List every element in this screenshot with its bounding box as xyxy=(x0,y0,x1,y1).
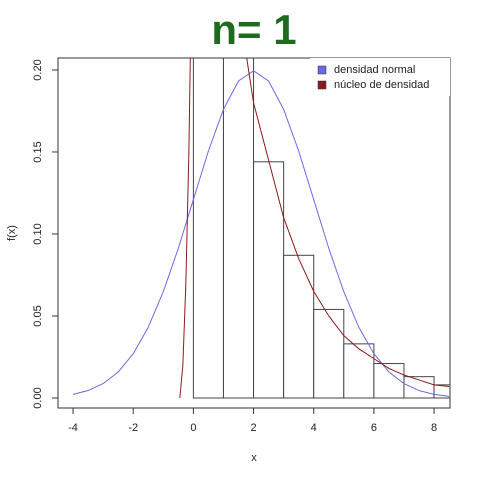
histogram-bar xyxy=(222,58,255,399)
legend-box xyxy=(310,58,450,96)
legend-label: núcleo de densidad xyxy=(334,79,429,91)
density-line xyxy=(179,58,450,399)
y-axis-label: f(x) xyxy=(6,225,18,241)
y-tick-label: 0.10 xyxy=(32,223,44,244)
y-tick-label: 0.20 xyxy=(32,59,44,80)
x-tick-label: 6 xyxy=(371,422,377,434)
x-tick-label: 4 xyxy=(311,422,317,434)
x-tick-label: 0 xyxy=(190,422,196,434)
y-tick-label: 0.00 xyxy=(32,387,44,408)
y-tick-label: 0.05 xyxy=(32,305,44,326)
legend-key xyxy=(317,80,327,90)
histogram-bar xyxy=(192,58,224,399)
chart-title: n= 1 xyxy=(211,6,296,53)
histogram-bar xyxy=(283,254,315,399)
x-tick-label: -4 xyxy=(68,422,78,434)
x-tick-label: 2 xyxy=(250,422,256,434)
histogram-bar xyxy=(313,308,345,399)
x-tick-label: 8 xyxy=(431,422,437,434)
legend-key xyxy=(317,65,327,75)
x-axis-label: x xyxy=(251,452,257,464)
plot-area xyxy=(72,58,450,399)
y-tick-label: 0.15 xyxy=(32,141,44,162)
histogram-bar xyxy=(253,161,285,399)
density-line xyxy=(72,70,450,397)
x-tick-label: -2 xyxy=(128,422,138,434)
legend-label: densidad normal xyxy=(334,64,415,76)
histogram-bar xyxy=(343,343,375,399)
